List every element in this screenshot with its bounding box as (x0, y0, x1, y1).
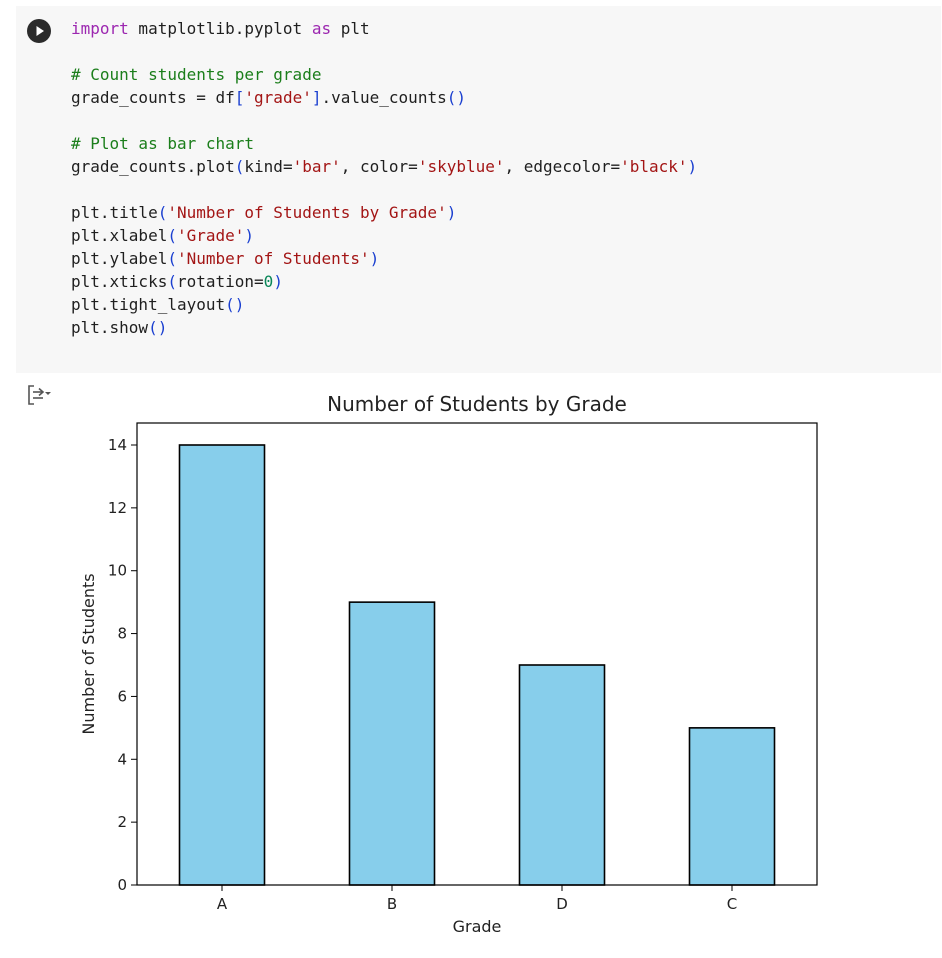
code-token: import (71, 19, 129, 38)
code-line (71, 109, 697, 132)
code-token: () (148, 318, 168, 337)
code-token: [ (234, 88, 245, 107)
x-tick-label: C (727, 895, 737, 913)
bar-D (518, 664, 606, 886)
x-tick-label: B (387, 895, 397, 913)
code-line: # Count students per grade (71, 63, 697, 86)
x-tick-label: D (556, 895, 568, 913)
bar-C (688, 727, 776, 886)
code-token: grade_counts.plot (71, 157, 235, 176)
y-tick-label: 10 (108, 562, 127, 580)
code-token: matplotlib.pyplot (128, 19, 312, 38)
code-token: ] (311, 88, 322, 107)
code-editor[interactable]: import matplotlib.pyplot as plt # Count s… (71, 17, 697, 339)
bar-chart: Number of Students by Grade Grade Number… (79, 392, 818, 936)
y-axis-label: Number of Students (79, 573, 98, 734)
code-token: ) (446, 203, 457, 222)
code-line: grade_counts.plot(kind='bar', color='sky… (71, 155, 697, 178)
code-line: # Plot as bar chart (71, 132, 697, 155)
code-token: plt.xlabel (71, 226, 168, 245)
plot-frame (136, 422, 818, 886)
chart-marks: A B D C 0 2 4 6 8 10 12 14 (108, 422, 818, 913)
code-token: kind= (244, 157, 293, 176)
code-token: 'Number of Students by Grade' (167, 203, 447, 222)
code-token: ) (273, 272, 283, 291)
y-tick-label: 2 (117, 813, 127, 831)
code-cell[interactable] (16, 6, 941, 373)
code-token: 'skyblue' (417, 157, 505, 176)
chart-title: Number of Students by Grade (327, 392, 627, 416)
code-line (71, 178, 697, 201)
code-line: import matplotlib.pyplot as plt (71, 17, 697, 40)
code-token: ( (167, 249, 177, 268)
code-line (71, 40, 697, 63)
code-token: # Count students per grade (71, 65, 322, 84)
code-token: () (446, 88, 466, 107)
code-token: ) (687, 157, 698, 176)
code-line: plt.show() (71, 316, 697, 339)
output-toggle-button[interactable] (27, 384, 53, 406)
code-token: ) (244, 226, 255, 245)
code-token: , color= (340, 157, 418, 176)
code-line: plt.title('Number of Students by Grade') (71, 201, 697, 224)
y-tick-label: 8 (117, 625, 127, 643)
code-token: () (225, 295, 245, 314)
code-token: ( (234, 157, 245, 176)
x-axis-label: Grade (453, 917, 502, 936)
code-token: plt (331, 19, 370, 38)
code-token: plt.title (71, 203, 158, 222)
code-line: plt.ylabel('Number of Students') (71, 247, 697, 270)
code-token: 'bar' (292, 157, 341, 176)
code-token: ( (167, 272, 177, 291)
code-token: .value_counts (321, 88, 447, 107)
code-line: plt.xticks(rotation=0) (71, 270, 697, 293)
code-token: rotation= (176, 272, 264, 291)
code-line: plt.xlabel('Grade') (71, 224, 697, 247)
y-tick-label: 12 (108, 499, 127, 517)
code-token: plt.ylabel (71, 249, 168, 268)
code-line: plt.tight_layout() (71, 293, 697, 316)
y-tick-label: 0 (117, 876, 127, 894)
code-token: 'Grade' (176, 226, 245, 245)
bar-B (348, 601, 436, 886)
code-token: ( (157, 203, 168, 222)
code-token: 'black' (620, 157, 688, 176)
y-tick-label: 4 (117, 750, 127, 768)
code-token: grade_counts = df (71, 88, 235, 107)
code-token: # Plot as bar chart (71, 134, 255, 153)
code-token: as (311, 19, 332, 38)
play-circle-icon (36, 26, 44, 36)
code-token: ) (369, 249, 380, 268)
bar-A (178, 444, 266, 886)
code-token: plt.xticks (71, 272, 168, 291)
code-token: ( (167, 226, 177, 245)
y-tick-label: 6 (117, 687, 127, 705)
code-token: plt.show (71, 318, 149, 337)
code-token: 'grade' (244, 88, 312, 107)
run-cell-button[interactable] (27, 19, 51, 43)
code-token: plt.tight_layout (71, 295, 226, 314)
y-tick-label: 14 (108, 436, 127, 454)
code-token: 'Number of Students' (176, 249, 370, 268)
code-line: grade_counts = df['grade'].value_counts(… (71, 86, 697, 109)
code-token: 0 (263, 272, 274, 291)
x-tick-label: A (217, 895, 228, 913)
output-collapse-icon (28, 385, 51, 405)
code-token: , edgecolor= (504, 157, 621, 176)
